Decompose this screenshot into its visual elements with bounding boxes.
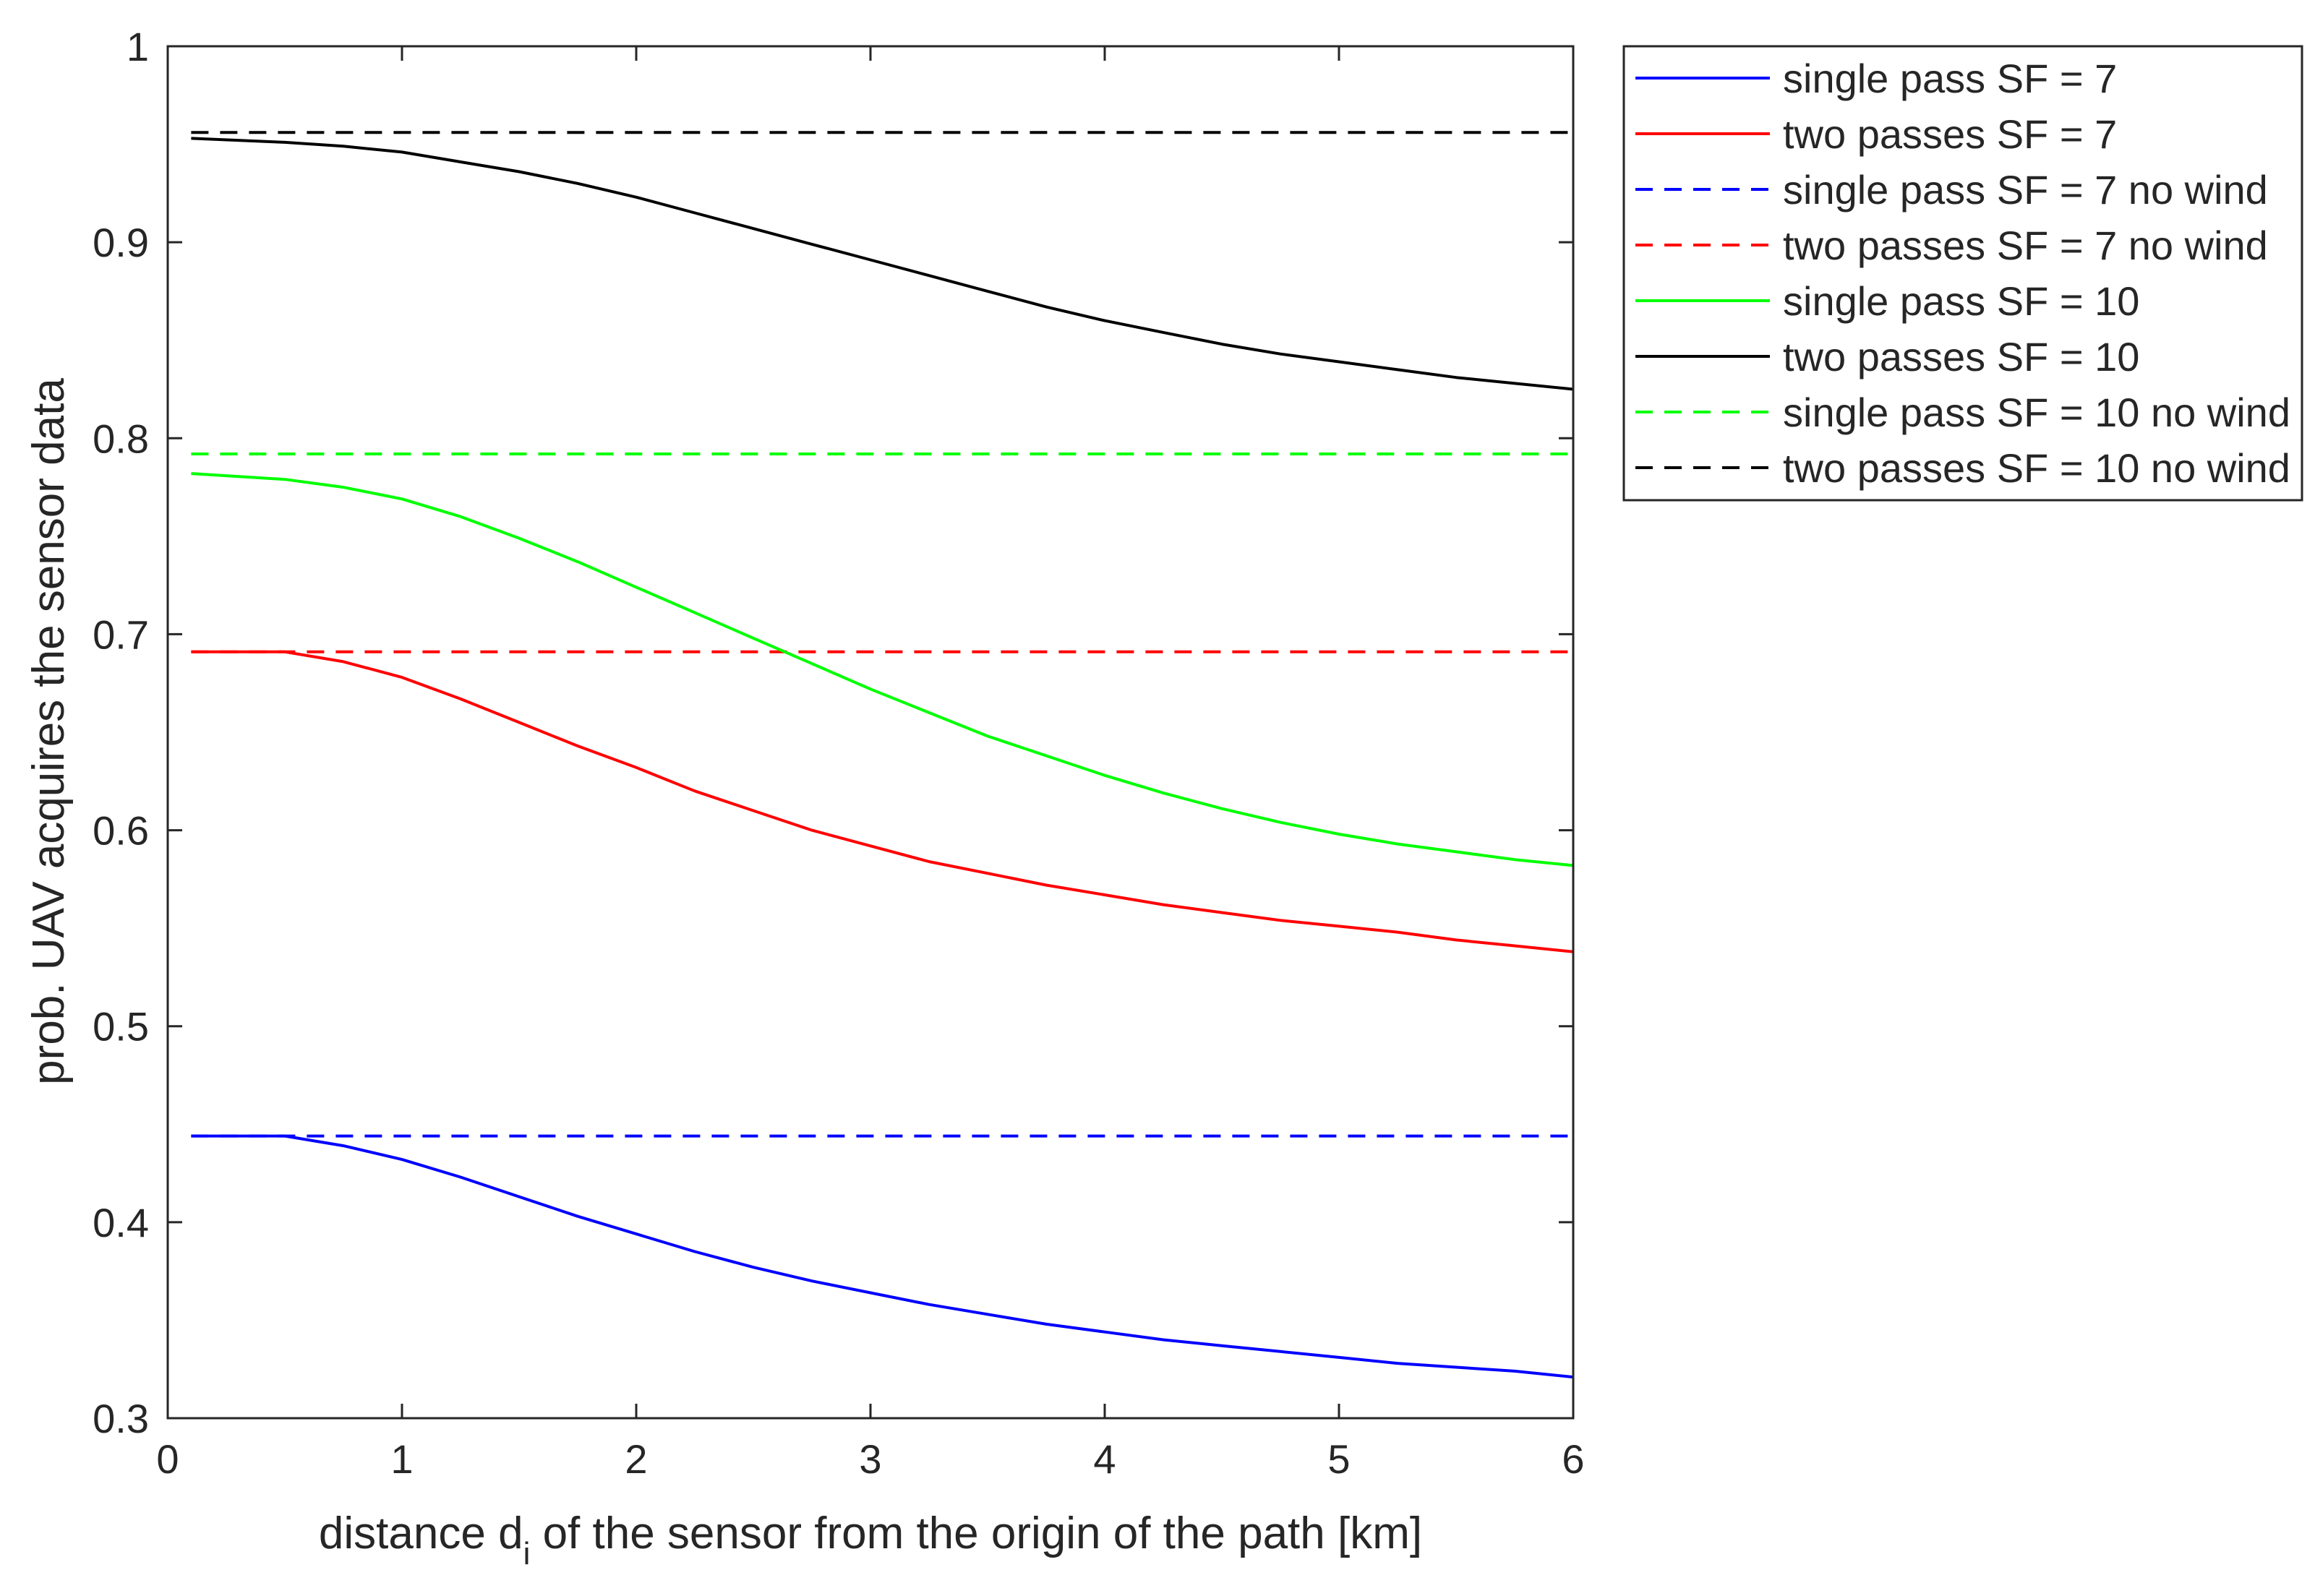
series-line-2 bbox=[191, 650, 1574, 953]
x-axis-label: distance di of the sensor from the origi… bbox=[319, 1509, 1422, 1571]
series-line-5 bbox=[191, 472, 1574, 867]
x-axis-label-rest: of the sensor from the origin of the pat… bbox=[530, 1509, 1422, 1558]
y-axis-label: prob. UAV acquires the sensor data bbox=[24, 378, 74, 1085]
x-tick-label: 5 bbox=[1327, 1436, 1350, 1482]
x-tick-label: 6 bbox=[1562, 1436, 1584, 1482]
series-layer bbox=[191, 131, 1574, 1379]
axis-layer: 0 1 2 3 4 5 6 0.3 0.4 0.5 0.6 0.7 0.8 0.9 1 bbox=[93, 24, 1584, 1482]
x-tick-label: 2 bbox=[625, 1436, 647, 1482]
y-tick-label: 0.7 bbox=[93, 612, 149, 657]
x-axis-label-main: distance d bbox=[319, 1509, 523, 1558]
legend-box bbox=[1622, 45, 2303, 502]
legend-label: single pass SF = 10 bbox=[1783, 278, 2139, 324]
x-tick-label: 4 bbox=[1093, 1436, 1116, 1482]
legend-label: single pass SF = 7 bbox=[1783, 56, 2117, 101]
legend-label: single pass SF = 10 no wind bbox=[1783, 390, 2290, 435]
legend-label: two passes SF = 7 no wind bbox=[1783, 223, 2268, 268]
legend-label: two passes SF = 10 no wind bbox=[1783, 445, 2290, 491]
legend-label: two passes SF = 7 bbox=[1783, 111, 2117, 157]
y-tick-label: 0.5 bbox=[93, 1004, 149, 1050]
legend-label: single pass SF = 7 no wind bbox=[1783, 167, 2268, 213]
series-line-6 bbox=[191, 137, 1574, 391]
y-tick-label: 0.6 bbox=[93, 808, 149, 854]
x-axis-label-subscript: i bbox=[523, 1536, 531, 1571]
plot-background bbox=[168, 46, 1573, 1418]
x-tick-label: 0 bbox=[156, 1436, 179, 1482]
legend: single pass SF = 7 two passes SF = 7 singl… bbox=[1622, 45, 2303, 502]
y-tick-label: 0.9 bbox=[93, 220, 149, 265]
x-tick-label: 1 bbox=[390, 1436, 413, 1482]
legend-label: two passes SF = 10 bbox=[1783, 334, 2139, 379]
y-tick-label: 0.8 bbox=[93, 416, 149, 461]
series-line-1 bbox=[191, 1134, 1574, 1379]
y-tick-label: 1 bbox=[127, 24, 149, 69]
y-tick-label: 0.3 bbox=[93, 1396, 149, 1441]
x-tick-label: 3 bbox=[859, 1436, 881, 1482]
y-tick-label: 0.4 bbox=[93, 1200, 149, 1245]
